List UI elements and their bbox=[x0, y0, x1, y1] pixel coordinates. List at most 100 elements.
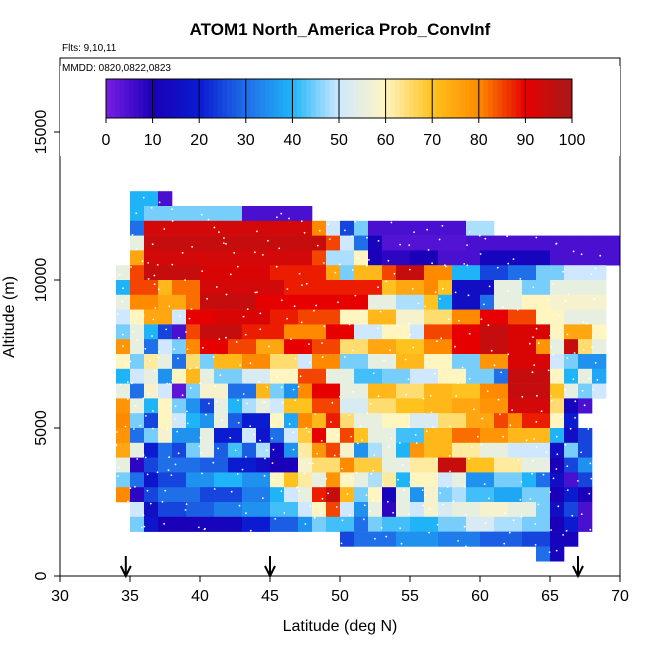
heatmap-cell bbox=[116, 457, 131, 473]
track-dot bbox=[537, 503, 540, 506]
heatmap-cell bbox=[452, 413, 467, 429]
heatmap-cell bbox=[592, 354, 607, 370]
colorbar-swatch bbox=[138, 79, 144, 118]
track-dot bbox=[218, 338, 221, 340]
heatmap-cell bbox=[144, 250, 159, 266]
heatmap-cell bbox=[396, 309, 411, 325]
track-dot bbox=[389, 349, 391, 352]
heatmap-cell bbox=[438, 502, 453, 518]
heatmap-cell bbox=[270, 472, 285, 488]
heatmap-cell bbox=[214, 472, 229, 488]
heatmap-cell bbox=[536, 413, 551, 429]
track-dot bbox=[177, 357, 179, 360]
track-dot bbox=[377, 294, 380, 297]
heatmap-cell bbox=[340, 309, 355, 325]
track-dot bbox=[366, 236, 368, 239]
heatmap-cell bbox=[396, 294, 411, 310]
track-dot bbox=[315, 304, 317, 307]
heatmap-cell bbox=[116, 428, 131, 444]
heatmap-cell bbox=[564, 235, 579, 251]
heatmap-cell bbox=[172, 442, 187, 458]
heatmap-cell bbox=[144, 428, 159, 444]
heatmap-cell bbox=[200, 502, 215, 518]
track-dot bbox=[390, 437, 393, 440]
heatmap-cell bbox=[158, 206, 173, 222]
heatmap-cell bbox=[130, 235, 145, 251]
heatmap-cell bbox=[438, 487, 453, 503]
track-dot bbox=[404, 358, 407, 361]
colorbar-swatch bbox=[488, 79, 494, 118]
heatmap-cell bbox=[466, 280, 481, 296]
heatmap-cell bbox=[242, 220, 257, 236]
heatmap-cell bbox=[410, 368, 425, 384]
track-dot bbox=[280, 386, 283, 389]
heatmap-cell bbox=[578, 250, 593, 266]
heatmap-cell bbox=[466, 339, 481, 355]
heatmap-cell bbox=[564, 398, 579, 414]
heatmap-cell bbox=[452, 220, 467, 236]
colorbar-swatch bbox=[558, 79, 564, 118]
track-dot bbox=[229, 436, 232, 439]
colorbar-swatch bbox=[222, 79, 228, 118]
heatmap-cells bbox=[116, 191, 621, 562]
heatmap-cell bbox=[396, 516, 411, 532]
y-tick-label: 10000 bbox=[33, 258, 50, 303]
heatmap-cell bbox=[116, 413, 131, 429]
heatmap-cell bbox=[550, 265, 565, 281]
track-dot bbox=[292, 431, 294, 434]
track-dot bbox=[163, 523, 166, 525]
heatmap-cell bbox=[144, 220, 159, 236]
heatmap-cell bbox=[284, 220, 299, 236]
heatmap-cell bbox=[494, 368, 509, 384]
heatmap-cell bbox=[494, 531, 509, 547]
track-dot bbox=[535, 327, 538, 330]
x-tick-label: 60 bbox=[471, 588, 489, 605]
track-dot bbox=[150, 206, 153, 209]
track-dot bbox=[198, 445, 201, 448]
heatmap-cell bbox=[578, 442, 593, 458]
track-dot bbox=[325, 477, 327, 480]
track-dot bbox=[392, 511, 394, 514]
heatmap-cell bbox=[270, 280, 285, 296]
track-dot bbox=[303, 472, 306, 475]
heatmap-cell bbox=[326, 235, 341, 251]
heatmap-cell bbox=[298, 220, 313, 236]
heatmap-cell bbox=[242, 413, 257, 429]
track-dot bbox=[591, 346, 593, 349]
heatmap-cell bbox=[242, 472, 257, 488]
track-dot bbox=[236, 473, 239, 475]
track-dot bbox=[471, 446, 473, 449]
track-dot bbox=[235, 341, 238, 343]
track-dot bbox=[589, 462, 592, 465]
heatmap-cell bbox=[172, 339, 187, 355]
heatmap-cell bbox=[452, 235, 467, 251]
heatmap-cell bbox=[494, 487, 509, 503]
track-dot bbox=[512, 258, 515, 260]
heatmap-cell bbox=[424, 309, 439, 325]
track-dot bbox=[365, 494, 368, 496]
track-dot bbox=[130, 266, 133, 268]
track-dot bbox=[249, 425, 252, 428]
track-dot bbox=[300, 220, 303, 223]
heatmap-cell bbox=[564, 354, 579, 370]
track-dot bbox=[397, 478, 399, 481]
heatmap-cell bbox=[410, 516, 425, 532]
heatmap-cell bbox=[256, 428, 271, 444]
heatmap-cell bbox=[228, 309, 243, 325]
track-dot bbox=[242, 315, 245, 318]
heatmap-cell bbox=[452, 516, 467, 532]
heatmap-cell bbox=[214, 368, 229, 384]
heatmap-cell bbox=[228, 383, 243, 399]
heatmap-cell bbox=[424, 339, 439, 355]
colorbar-swatch bbox=[283, 79, 289, 118]
heatmap-cell bbox=[256, 280, 271, 296]
heatmap-cell bbox=[144, 265, 159, 281]
colorbar-swatch bbox=[133, 79, 140, 118]
track-dot bbox=[481, 417, 484, 420]
heatmap-cell bbox=[578, 235, 593, 251]
heatmap-cell bbox=[550, 472, 565, 488]
heatmap-cell bbox=[382, 442, 397, 458]
colorbar-swatch bbox=[203, 79, 209, 118]
track-dot bbox=[486, 390, 489, 393]
flights-note: Flts: 9,10,11 bbox=[62, 43, 117, 54]
